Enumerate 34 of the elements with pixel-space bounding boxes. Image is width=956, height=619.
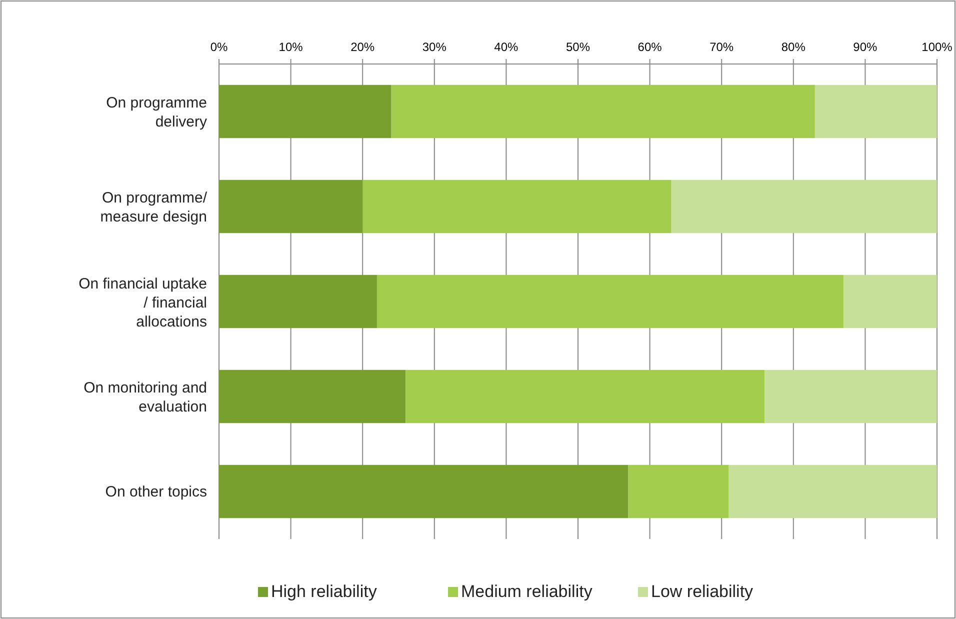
bar: [219, 84, 392, 138]
legend-label: Low reliability: [651, 582, 754, 601]
bar: [219, 274, 377, 328]
y-tick-label: On programme/ measure design: [100, 190, 208, 226]
y-tick-label: On programme delivery: [106, 94, 208, 130]
x-tick-label: 20%: [350, 40, 375, 54]
x-tick-label: 10%: [278, 40, 304, 54]
bar: [814, 84, 937, 138]
x-tick-label: 60%: [638, 40, 662, 54]
bar: [628, 464, 729, 518]
x-tick-label: 30%: [422, 40, 447, 54]
bar: [406, 370, 765, 424]
y-tick-label: On monitoring and evaluation: [84, 380, 207, 416]
bar: [362, 180, 672, 234]
x-tick-label: 50%: [566, 40, 590, 54]
x-tick-label: 70%: [710, 40, 734, 54]
bar: [671, 180, 937, 234]
bar: [391, 84, 815, 138]
legend-label: High reliability: [271, 582, 378, 601]
x-tick-label: 0%: [210, 40, 228, 54]
bar: [764, 370, 937, 424]
bar: [844, 274, 937, 328]
y-tick-label: On other topics: [105, 484, 207, 500]
x-tick-label: 90%: [853, 40, 878, 54]
legend-label: Medium reliability: [461, 582, 593, 601]
bar: [219, 464, 628, 518]
x-tick-label: 100%: [922, 40, 953, 54]
y-tick-label: On financial uptake / financial allocations: [78, 276, 207, 330]
bar: [728, 464, 937, 518]
x-tick-label: 40%: [494, 40, 519, 54]
bar: [219, 370, 406, 424]
bar: [376, 274, 844, 328]
bar: [219, 180, 363, 234]
x-tick-label: 80%: [781, 40, 806, 54]
